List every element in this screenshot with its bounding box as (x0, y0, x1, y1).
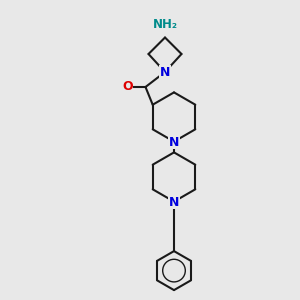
Text: NH₂: NH₂ (152, 17, 178, 31)
Text: N: N (169, 136, 179, 149)
Text: N: N (169, 196, 179, 209)
Text: O: O (122, 80, 133, 94)
Text: N: N (160, 65, 170, 79)
